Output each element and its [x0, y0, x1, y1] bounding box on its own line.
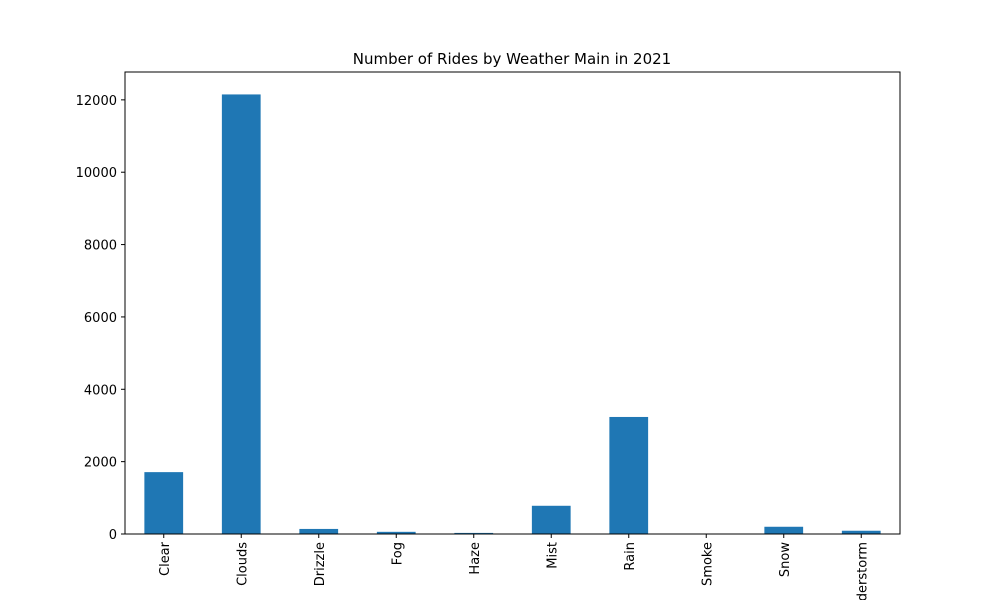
bar [841, 530, 881, 534]
x-tick-label: Fog [390, 542, 405, 565]
chart-title: Number of Rides by Weather Main in 2021 [353, 50, 671, 68]
x-tick-label: Clouds [235, 542, 250, 586]
x-tick-label: Mist [545, 542, 560, 569]
x-tick-label: Rain [623, 542, 638, 571]
x-tick-label: Thunderstorm [855, 542, 870, 600]
y-tick-label: 4000 [84, 383, 117, 398]
y-tick-label: 0 [109, 528, 117, 543]
y-tick-label: 10000 [76, 166, 117, 181]
bar [531, 505, 571, 534]
x-tick-label: Drizzle [313, 542, 328, 586]
x-tick-label: Haze [468, 542, 483, 575]
bar [221, 94, 261, 534]
bar [299, 528, 339, 534]
y-tick-label: 8000 [84, 239, 117, 254]
plot-frame [124, 71, 901, 535]
y-tick-label: 2000 [84, 456, 117, 471]
x-tick-label: Smoke [700, 542, 715, 586]
y-tick-label: 12000 [76, 94, 117, 109]
bar [144, 472, 184, 534]
x-tick-label: Clear [158, 541, 173, 576]
x-tick-label: Snow [778, 542, 793, 577]
bar [609, 416, 649, 534]
bar [764, 526, 804, 534]
y-tick-label: 6000 [84, 311, 117, 326]
bar [376, 531, 416, 534]
bar [454, 532, 494, 534]
